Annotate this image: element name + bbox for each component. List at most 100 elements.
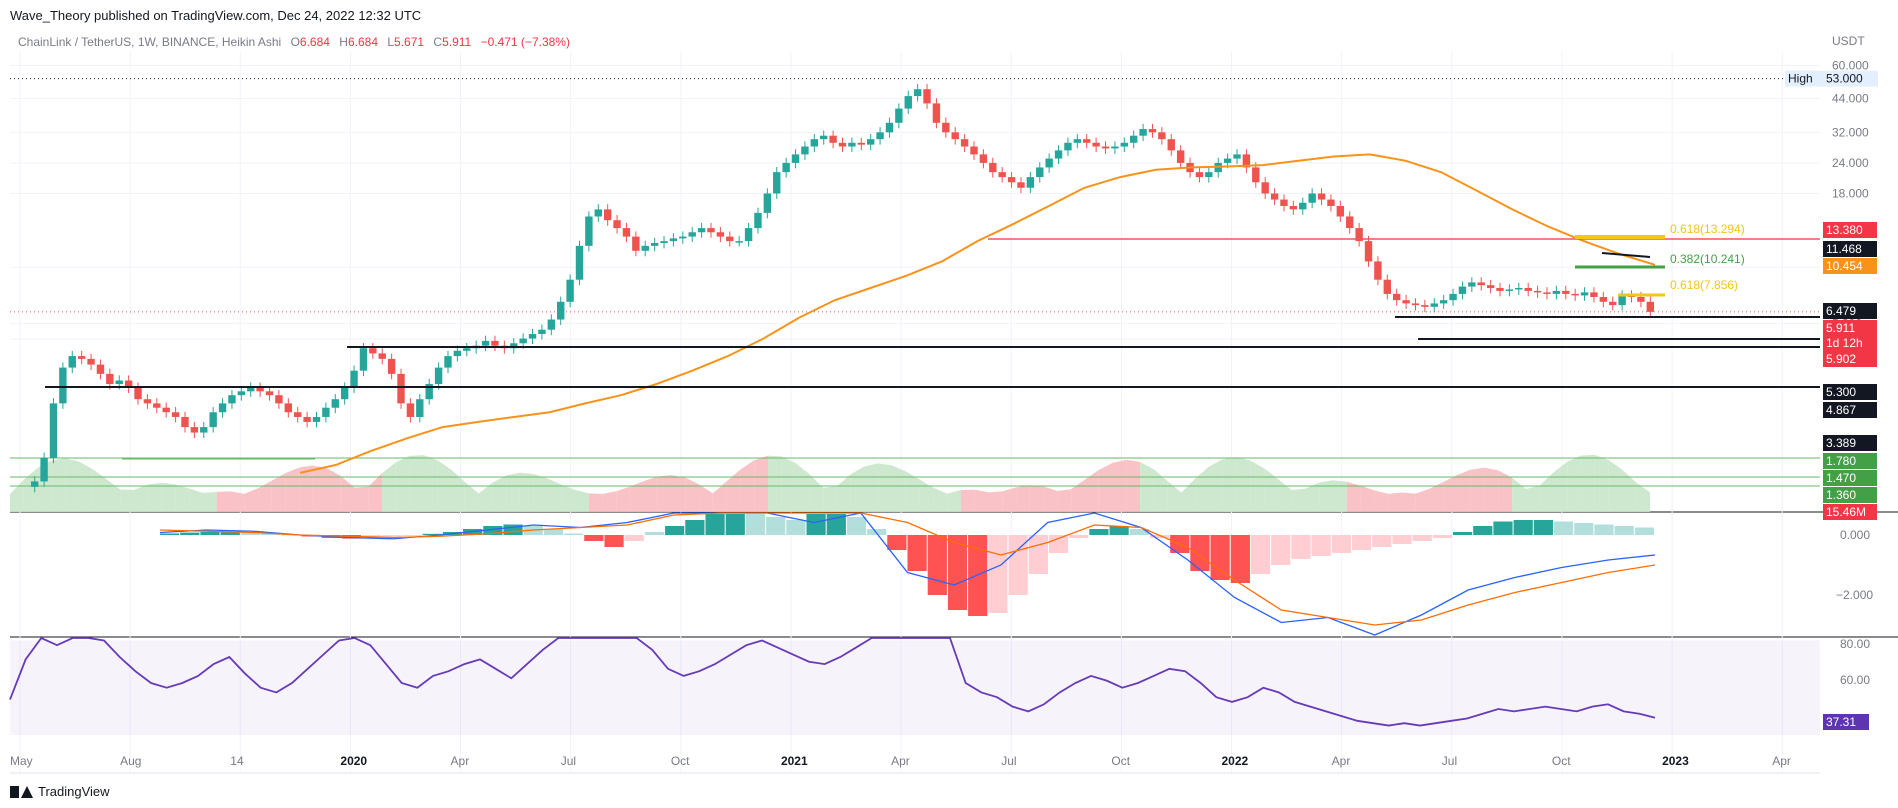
close-value: 5.911 (442, 35, 472, 49)
candle-body (866, 139, 875, 145)
price-tick-label: 44.000 (1832, 91, 1869, 105)
candle-body (171, 412, 180, 417)
volume-area-segment (92, 469, 107, 512)
candle-body (979, 154, 988, 163)
candle-body (1496, 288, 1504, 291)
candle-body (143, 399, 152, 404)
volume-area-segment (1525, 485, 1540, 512)
candle-body (256, 387, 264, 392)
time-tick-label: Aug (120, 754, 141, 768)
volume-area-segment (1277, 478, 1292, 512)
macd-histogram-bar (988, 535, 1008, 613)
tag-5-300-bg (1823, 384, 1877, 400)
macd-histogram-bar (907, 535, 927, 571)
candle-body (650, 242, 659, 246)
high-label: H (339, 35, 348, 49)
macd-histogram-bar (1331, 535, 1351, 553)
tag-5-902: 5.902 (1826, 352, 1856, 366)
tag-4-867-bg (1823, 402, 1877, 418)
tag-13-380-bg (1823, 222, 1877, 238)
close-label: C (433, 35, 443, 49)
volume-area-segment (1167, 481, 1182, 512)
candle-body (1129, 135, 1138, 143)
time-tick-label: Apr (891, 754, 910, 768)
volume-area-segment (1002, 487, 1017, 512)
candle-body (566, 279, 574, 302)
volume-area-segment (492, 475, 507, 512)
volume-area-segment (1388, 492, 1402, 512)
rsi-tick-label: 60.00 (1840, 673, 1870, 687)
volume-area-segment (10, 479, 24, 512)
time-tick-label: Apr (1772, 754, 1791, 768)
candle-body (162, 407, 170, 413)
macd-histogram-bar (1614, 526, 1634, 535)
tag-4-867: 4.867 (1826, 403, 1856, 417)
candle-body (1505, 289, 1514, 291)
candle-body (463, 348, 471, 351)
volume-area-segment (382, 462, 396, 512)
candle-body (40, 457, 48, 482)
candle-body (848, 142, 856, 147)
publish-line: Wave_Theory published on TradingView.com… (10, 8, 422, 23)
tag-1-470: 1.470 (1826, 471, 1856, 485)
candle-body (519, 338, 527, 344)
price-tick-label: 18.000 (1832, 186, 1869, 200)
macd-histogram-bar (1311, 535, 1331, 556)
macd-histogram-bar (1634, 527, 1654, 535)
time-tick-label: 2020 (340, 754, 367, 768)
candle-body (1355, 228, 1363, 242)
fib-618-lower-label: 0.618(7.856) (1670, 278, 1738, 292)
macd-histogram-bar (160, 533, 180, 535)
macd-histogram-bar (1452, 532, 1473, 535)
macd-histogram-bar (382, 535, 402, 537)
candle-body (1223, 158, 1232, 163)
macd-histogram-bar (665, 526, 685, 535)
candle-body (68, 356, 76, 368)
volume-area-segment (533, 473, 548, 512)
candle-body (773, 172, 781, 194)
tag-1-360: 1.360 (1826, 488, 1856, 502)
candle-body (1148, 129, 1157, 133)
candle-body (1562, 290, 1570, 294)
volume-area-segment (781, 456, 796, 512)
candle-body (275, 395, 283, 404)
rsi-band (10, 640, 1820, 735)
macd-histogram-bar (1574, 523, 1594, 535)
symbol-label[interactable]: ChainLink / TetherUS, 1W, BINANCE, Heiki… (18, 35, 282, 49)
candle-body (1054, 150, 1063, 159)
volume-area-segment (340, 476, 355, 512)
candle-body (1270, 193, 1279, 200)
macd-histogram-bar (1412, 535, 1432, 541)
high-value: 6.684 (347, 35, 378, 49)
macd-histogram-bar (1149, 535, 1170, 538)
candle-body (998, 172, 1006, 178)
macd-histogram-bar (200, 532, 220, 535)
candle-body (1515, 288, 1523, 290)
volume-area-segment (409, 455, 424, 512)
candle-body (1120, 142, 1128, 147)
tradingview-brand[interactable]: TradingView (10, 784, 110, 799)
volume-area-segment (905, 471, 920, 512)
volume-area-segment (974, 489, 989, 512)
candle-body (538, 329, 546, 335)
volume-area-segment (1581, 454, 1595, 512)
candle-body (31, 481, 39, 487)
volume-area-segment (189, 488, 203, 512)
candle-body (904, 96, 912, 109)
candle-body (181, 416, 189, 428)
tag-6-479: 6.479 (1826, 304, 1856, 318)
candle-body (1036, 167, 1044, 178)
volume-area-segment (271, 473, 286, 512)
candle-body (1524, 288, 1532, 291)
macd-histogram-bar (1513, 520, 1533, 535)
volume-area-segment (1498, 470, 1513, 512)
macd-histogram-bar (624, 535, 644, 541)
volume-area-segment (1084, 470, 1099, 512)
low-value: 5.671 (394, 35, 425, 49)
volume-area-segment (602, 491, 617, 512)
chart-canvas[interactable]: USDT60.00044.00032.00024.00018.0009.0005… (0, 0, 1898, 780)
candle-body (378, 353, 386, 359)
volume-area-segment (78, 461, 93, 512)
candle-body (791, 154, 800, 163)
price-tick-label: 32.000 (1832, 125, 1869, 139)
